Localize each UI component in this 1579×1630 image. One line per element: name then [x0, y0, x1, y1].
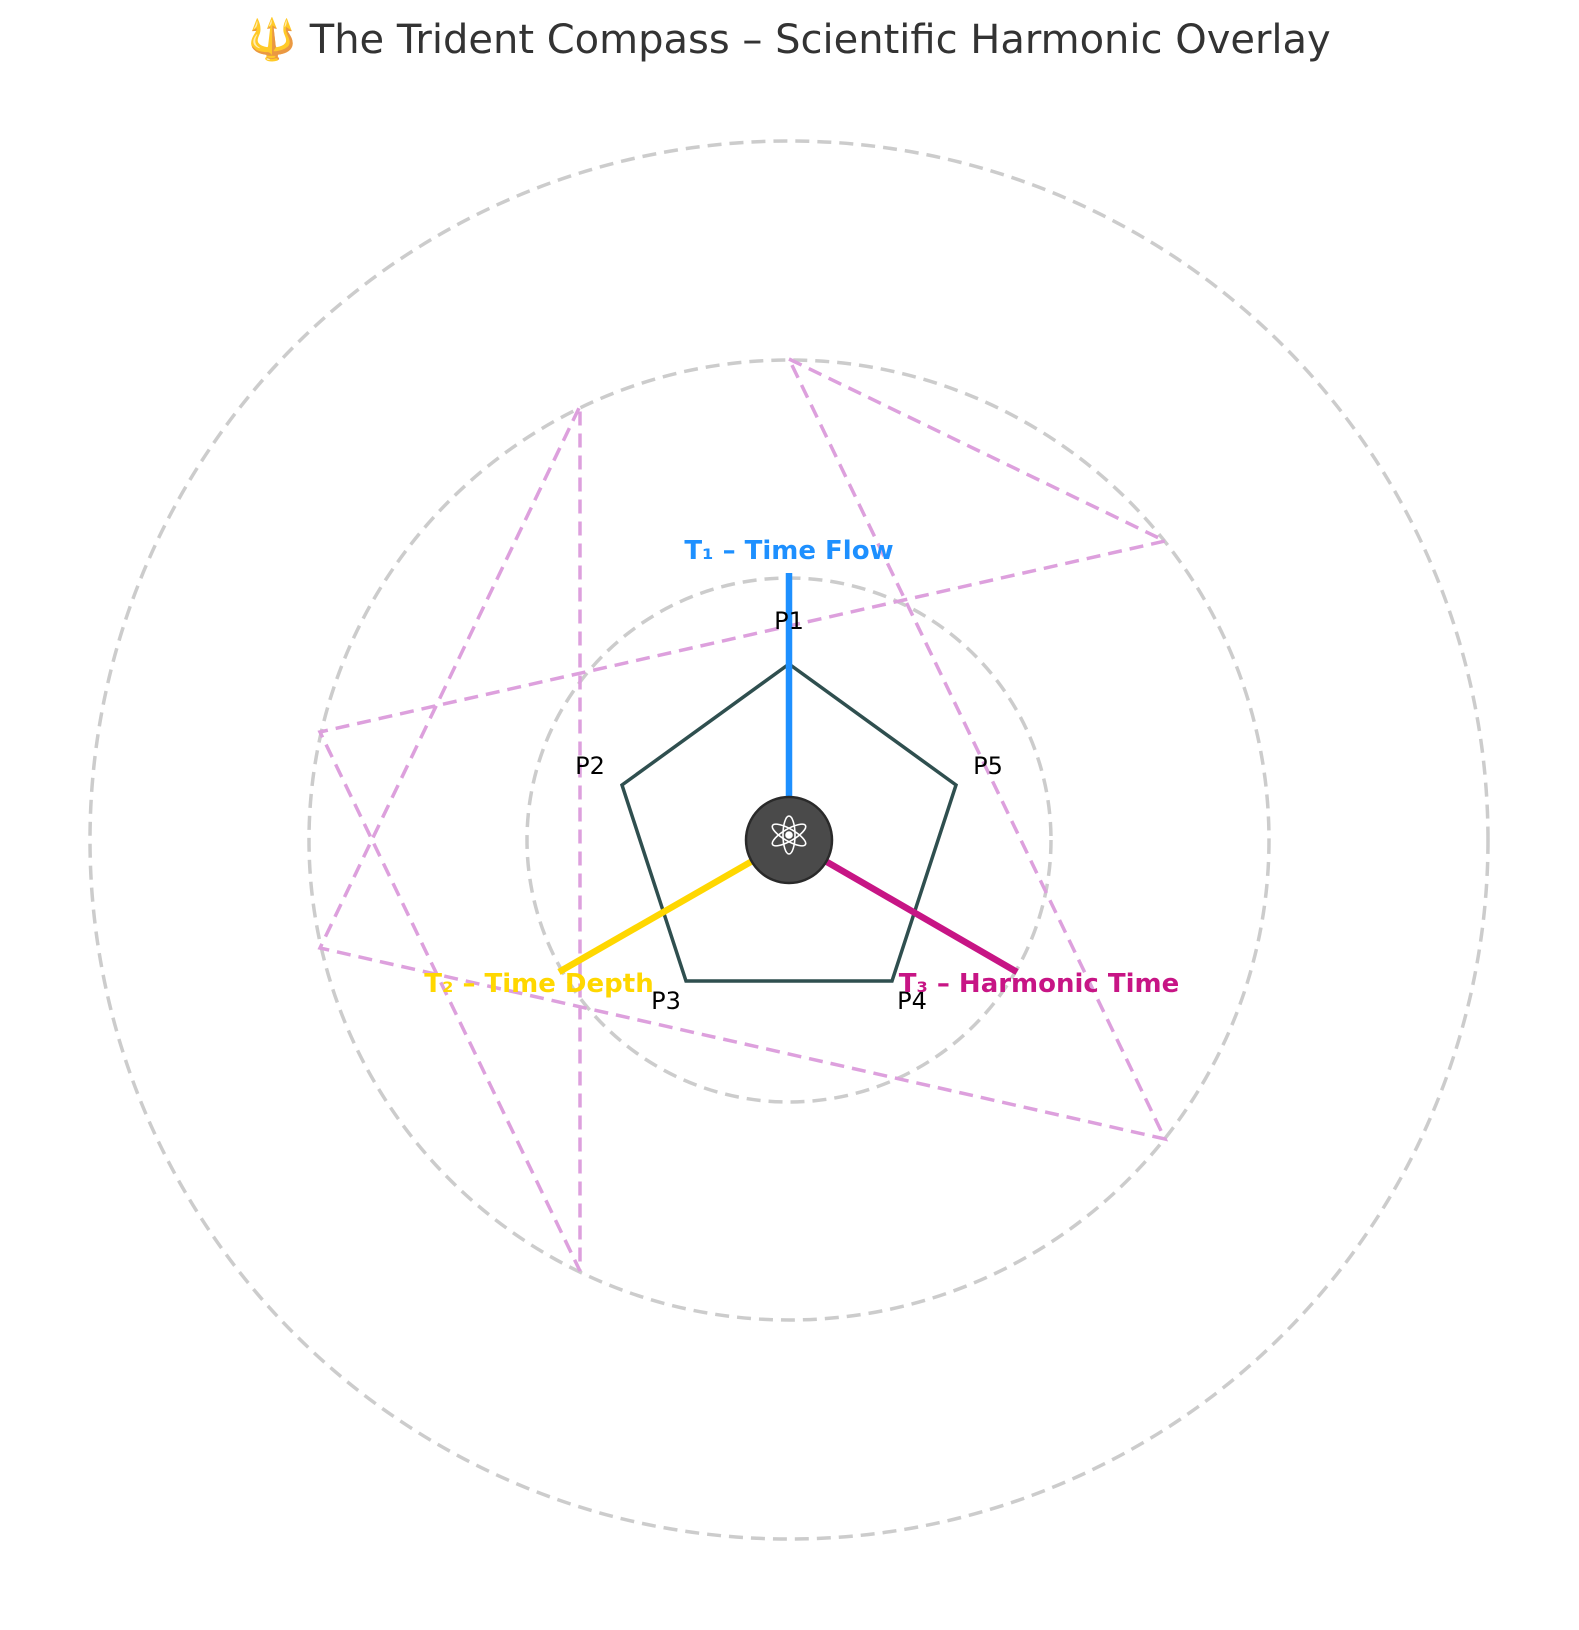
- vertex-label-p1: P1: [774, 607, 804, 635]
- harmonic-star-overlay: [317, 355, 1171, 1272]
- time-flow-label: T₁ – Time Flow: [684, 536, 893, 566]
- time-depth-label: T₂ – Time Depth: [424, 969, 653, 999]
- vertex-label-p2: P2: [575, 752, 605, 780]
- outer-ring: [88, 139, 1490, 1541]
- vertex-label-p3: P3: [651, 987, 681, 1015]
- harmonic-time-label: T₃ – Harmonic Time: [899, 969, 1180, 999]
- center-hub: [744, 795, 834, 885]
- diagram-title: 🔱 The Trident Compass – Scientific Harmo…: [247, 16, 1330, 63]
- atom-icon: [771, 815, 807, 855]
- pentagon: [619, 661, 959, 983]
- middle-ring: [307, 358, 1271, 1322]
- vertex-label-p4: P4: [897, 987, 927, 1015]
- vertex-label-p5: P5: [973, 752, 1003, 780]
